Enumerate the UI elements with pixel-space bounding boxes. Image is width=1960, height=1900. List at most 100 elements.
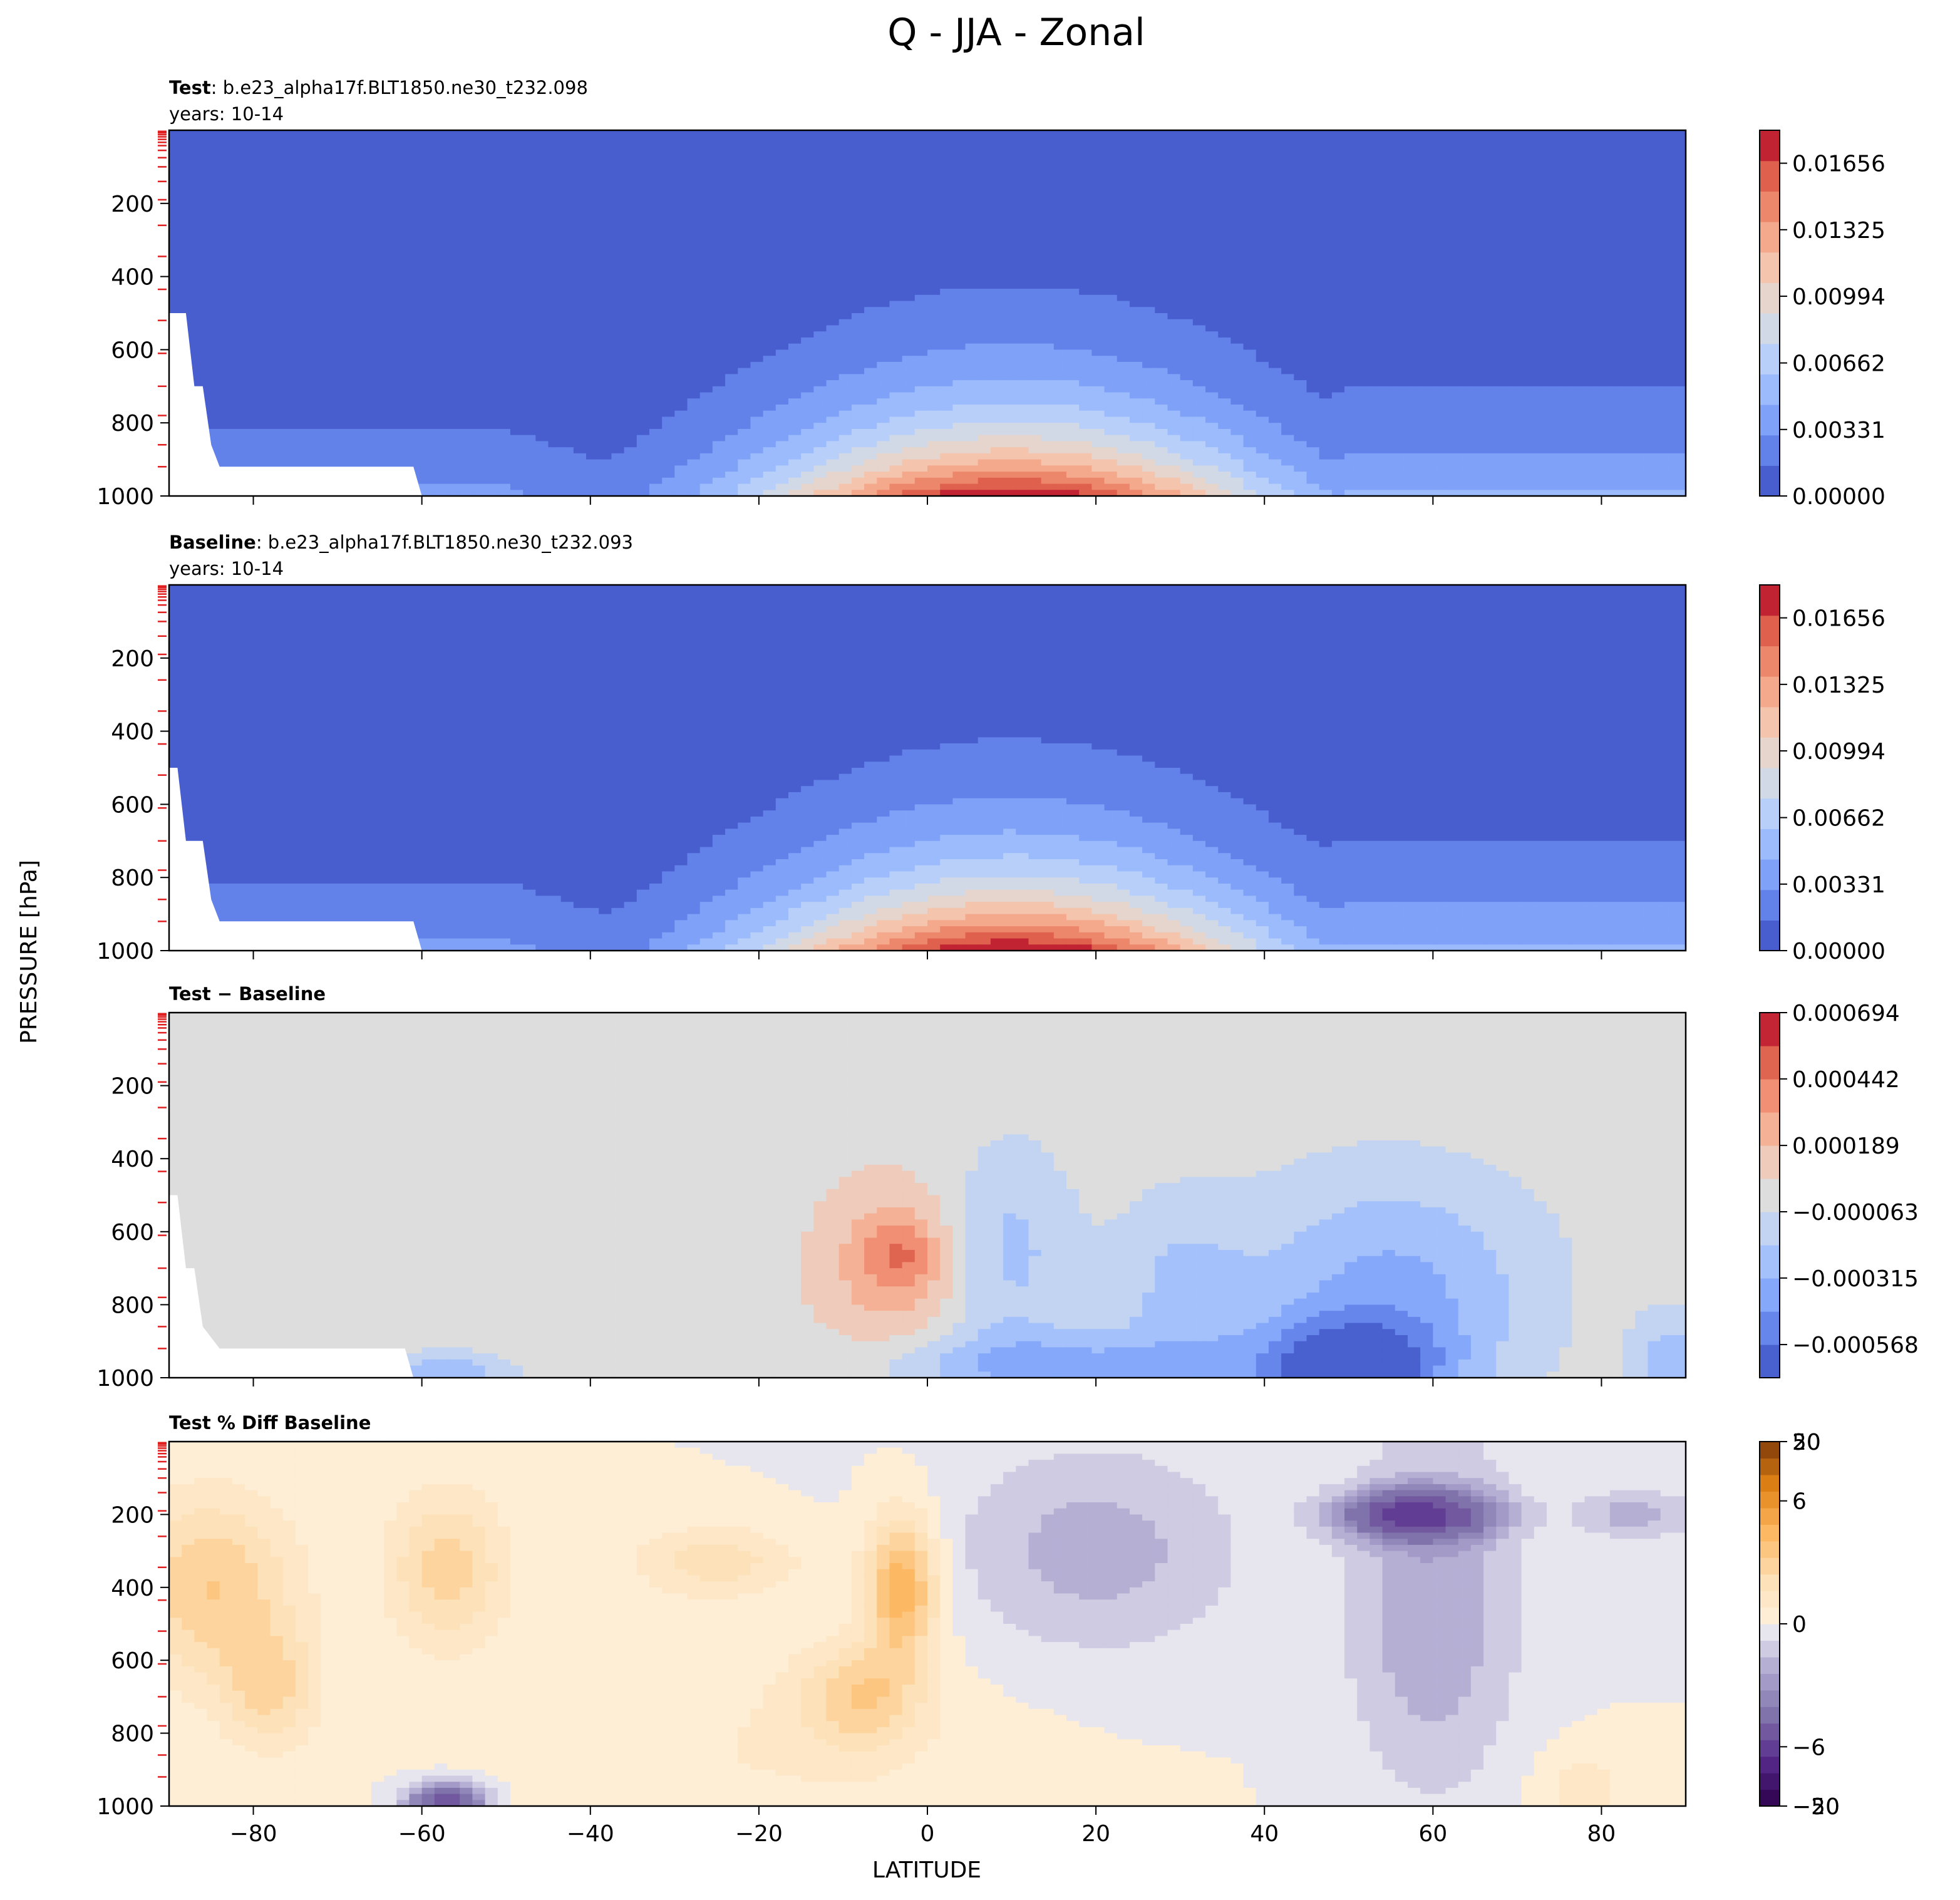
field-cell [282,173,296,180]
field-cell [1243,154,1257,162]
field-cell [207,270,220,277]
field-cell [1218,331,1231,338]
field-cell [838,294,852,302]
field-cell [1142,222,1155,229]
field-cell [1521,276,1535,283]
field-cell [1256,191,1269,198]
field-cell [1534,136,1547,143]
field-cell [1155,142,1168,149]
field-cell [282,252,296,259]
field-cell [813,209,827,216]
field-cell [712,245,726,253]
field-cell [775,361,789,369]
field-cell [1016,282,1029,289]
field-cell [1192,258,1206,265]
field-cell [611,234,625,240]
field-cell [662,245,675,253]
field-cell [421,191,435,198]
field-cell [813,343,827,350]
field-cell [270,185,284,192]
field-cell [1420,276,1433,283]
field-cell [1104,356,1118,363]
field-cell [889,148,903,155]
field-cell [877,258,890,265]
field-cell [699,136,713,143]
field-cell [952,160,966,167]
field-cell [940,313,953,320]
field-cell [1559,167,1572,173]
field-cell [384,227,397,235]
field-cell [371,307,384,314]
field-cell [447,368,460,374]
field-cell [1028,142,1042,149]
field-cell [1483,337,1497,344]
field-cell [1609,337,1623,344]
field-cell [902,380,916,387]
field-cell [232,240,245,247]
field-cell [232,331,245,338]
field-cell [1331,142,1345,149]
field-cell [182,325,195,332]
field-cell [1458,227,1472,235]
field-cell [1104,222,1118,229]
field-cell [990,374,1004,381]
field-cell [1180,343,1194,350]
field-cell [1534,374,1547,381]
field-cell [1534,282,1547,289]
field-cell [763,343,776,350]
field-cell [1066,142,1080,149]
field-cell [940,294,953,302]
field-cell [1572,294,1586,302]
field-cell [775,331,789,338]
field-cell [1344,331,1358,338]
field-cell [1079,337,1092,344]
field-cell [1559,374,1572,381]
field-cell [1483,167,1497,173]
field-cell [1066,215,1080,222]
field-cell [687,167,701,173]
field-cell [257,361,271,369]
field-cell [1028,245,1042,253]
field-cell [523,264,536,271]
field-cell [775,245,789,253]
field-cell [1445,222,1459,229]
field-cell [1028,240,1042,247]
field-cell [1673,227,1686,235]
field-cell [396,148,410,155]
field-cell [1331,307,1345,314]
field-cell [384,289,397,296]
field-cell [801,361,814,369]
field-cell [1142,270,1155,277]
field-cell [1306,148,1320,155]
field-cell [990,252,1004,259]
field-cell [560,343,574,350]
field-cell [1053,282,1067,289]
field-cell [523,276,536,283]
field-cell [699,374,713,381]
field-cell [510,215,524,222]
field-cell [725,282,738,289]
field-cell [295,282,309,289]
field-cell [421,130,435,137]
field-cell [396,197,410,204]
field-cell [384,136,397,143]
field-cell [1129,234,1143,240]
field-cell [1509,270,1522,277]
field-cell [270,264,284,271]
field-cell [965,343,979,350]
field-cell [1243,160,1257,167]
field-cell [712,148,726,155]
field-cell [1420,331,1433,338]
field-cell [1496,240,1510,247]
field-cell [763,173,776,180]
field-cell [990,245,1004,253]
field-cell [940,197,953,204]
field-cell [1622,142,1636,149]
field-cell [1155,325,1168,332]
field-cell [333,203,347,210]
field-cell [1572,356,1586,363]
field-cell [485,374,498,381]
field-cell [586,130,599,137]
field-cell [662,252,675,259]
field-cell [207,130,220,137]
